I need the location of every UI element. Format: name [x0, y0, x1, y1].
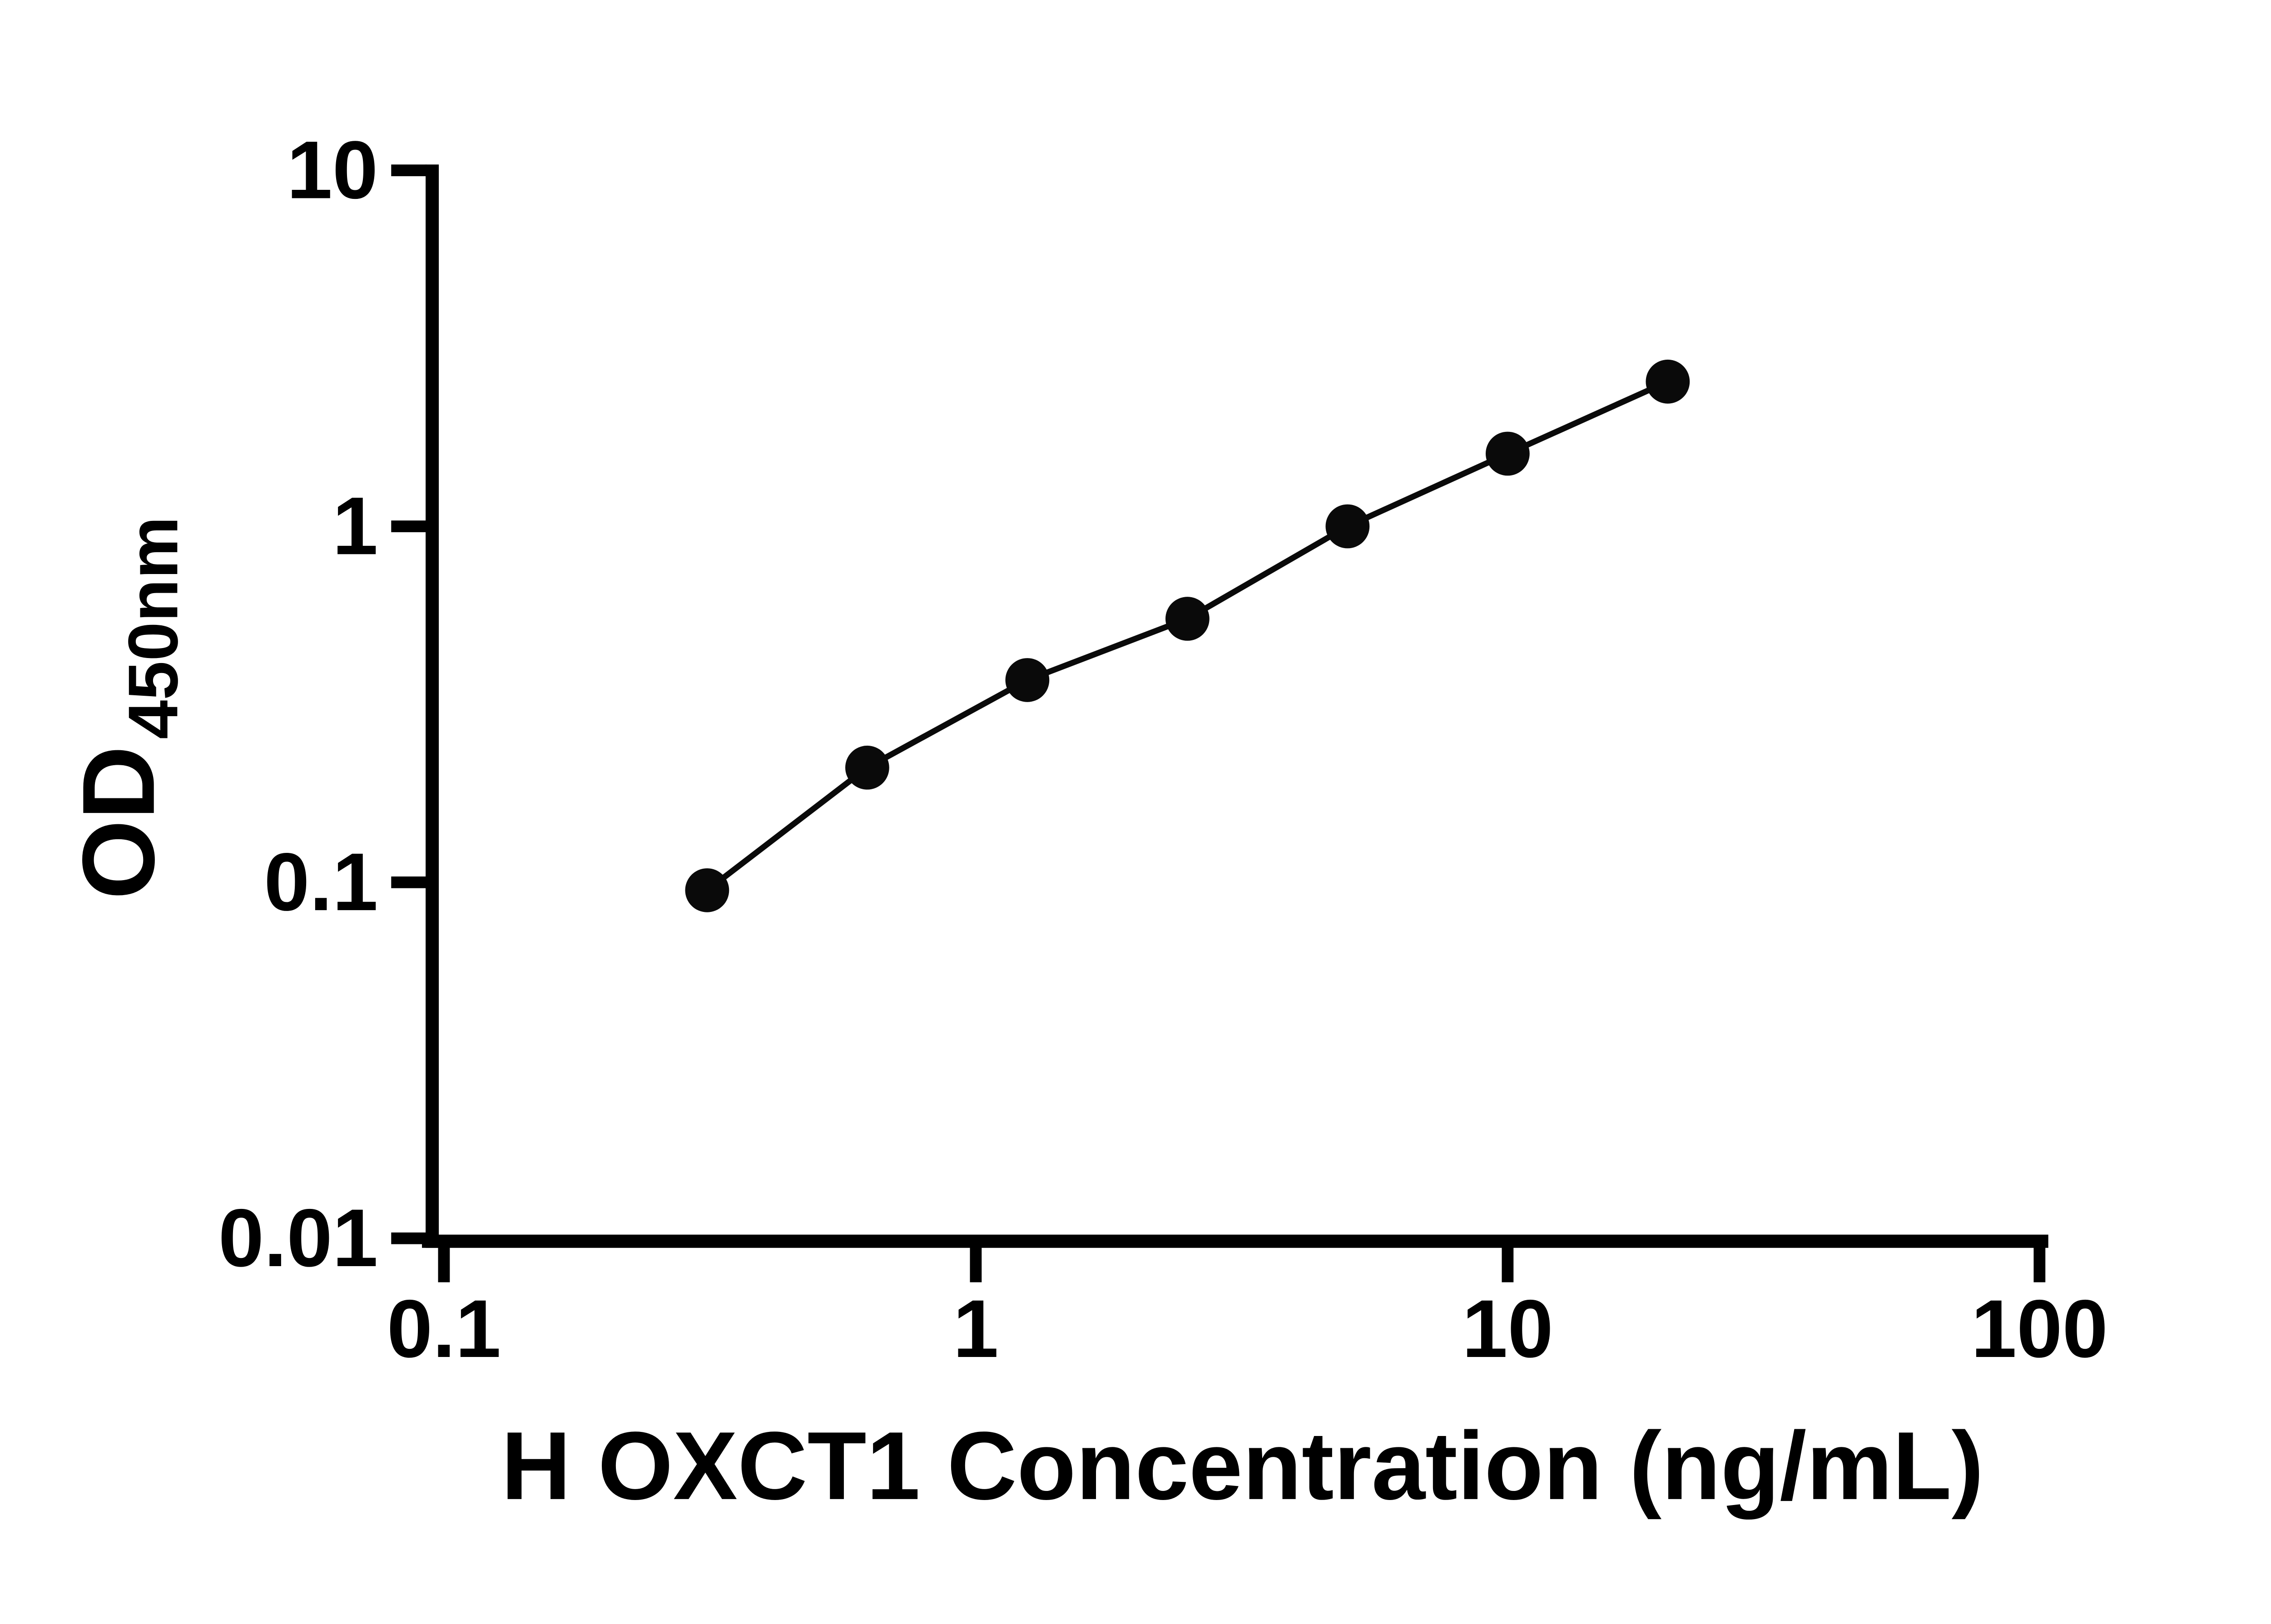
data-point [1325, 504, 1370, 549]
y-tick-label: 10 [287, 124, 378, 216]
y-tick-label: 0.01 [218, 1192, 378, 1284]
data-point [845, 745, 889, 790]
data-point [1005, 658, 1050, 702]
x-tick-label: 10 [1462, 1283, 1553, 1375]
y-axis-title: OD 450nm [61, 516, 193, 900]
x-tick-label: 0.1 [387, 1283, 501, 1375]
series-layer [685, 359, 1690, 912]
data-point [1165, 597, 1210, 641]
chart-svg: H OXCT1 Concentration (ng/mL) OD 450nm 0… [61, 124, 2108, 1520]
data-point [685, 868, 729, 912]
data-point [1485, 431, 1530, 476]
y-axis-title-subscript: 450nm [114, 516, 192, 739]
y-tick-label: 1 [332, 480, 378, 572]
ticks-layer [391, 164, 2046, 1282]
axes-layer [422, 164, 2048, 1248]
x-tick-label: 1 [953, 1283, 998, 1375]
data-point [1646, 359, 1690, 404]
x-tick-label: 100 [1971, 1283, 2108, 1375]
y-axis-title-main: OD [61, 746, 176, 900]
y-tick-label: 0.1 [264, 836, 378, 928]
x-axis-title: H OXCT1 Concentration (ng/mL) [501, 1412, 1983, 1520]
